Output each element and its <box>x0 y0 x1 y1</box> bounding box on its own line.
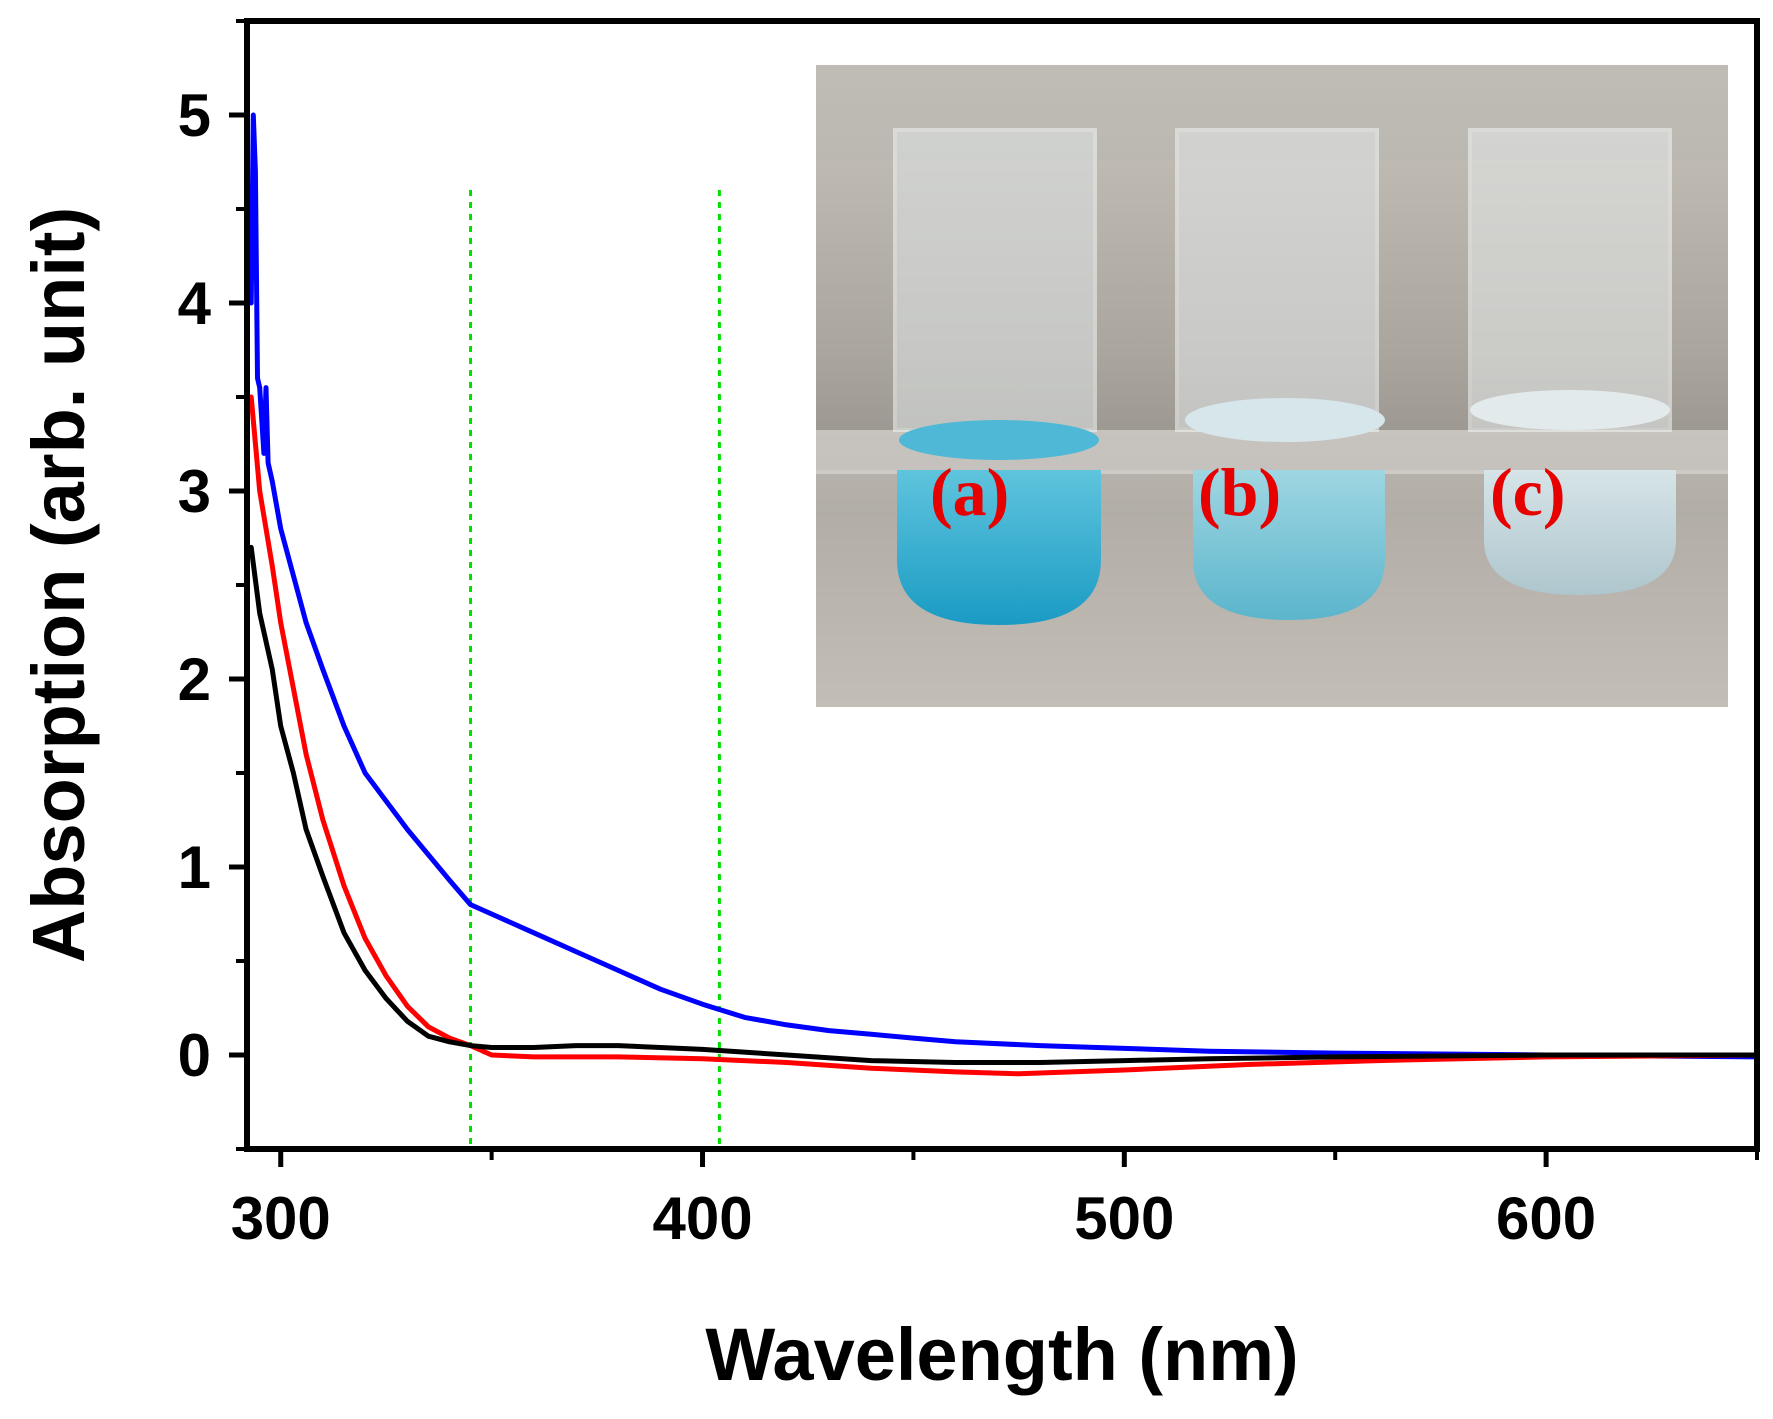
series-black-line <box>248 544 1757 1065</box>
y-tick-label: 4 <box>178 270 212 337</box>
x-axis-title: Wavelength (nm) <box>705 1313 1298 1396</box>
y-tick-label: 0 <box>178 1022 211 1089</box>
inset-label-a: (a) <box>930 454 1009 530</box>
axis-ticks: 300 400 500 600 0 1 2 3 4 5 <box>178 19 1759 1252</box>
reference-lines <box>469 190 721 1145</box>
cuvette-a-liquid <box>897 470 1101 625</box>
y-tick-label: 2 <box>178 646 211 713</box>
inset-label-b: (b) <box>1198 454 1281 530</box>
y-tick-label: 3 <box>178 458 211 525</box>
cuvette-a <box>893 128 1101 625</box>
cuvette-b-liquid <box>1193 470 1385 620</box>
cuvette-c <box>1468 128 1676 595</box>
x-tick-label: 300 <box>231 1185 331 1252</box>
y-tick-label: 1 <box>178 834 211 901</box>
x-tick-label: 600 <box>1496 1185 1596 1252</box>
inset-label-c: (c) <box>1490 454 1565 530</box>
cuvette-a-surface <box>899 420 1099 460</box>
y-axis-title: Absorption (arb. unit) <box>17 207 100 963</box>
series-blue-line <box>248 112 1757 1060</box>
x-tick-label: 400 <box>652 1185 752 1252</box>
cuvette-b-surface <box>1185 398 1385 442</box>
inset-photo: (a) (b) (c) <box>816 65 1728 707</box>
cuvette-c-liquid <box>1484 470 1676 595</box>
x-tick-label: 500 <box>1074 1185 1174 1252</box>
cuvette-b <box>1175 128 1385 620</box>
y-tick-label: 5 <box>178 82 211 149</box>
data-series <box>248 112 1757 1077</box>
cuvette-c-surface <box>1470 390 1670 430</box>
